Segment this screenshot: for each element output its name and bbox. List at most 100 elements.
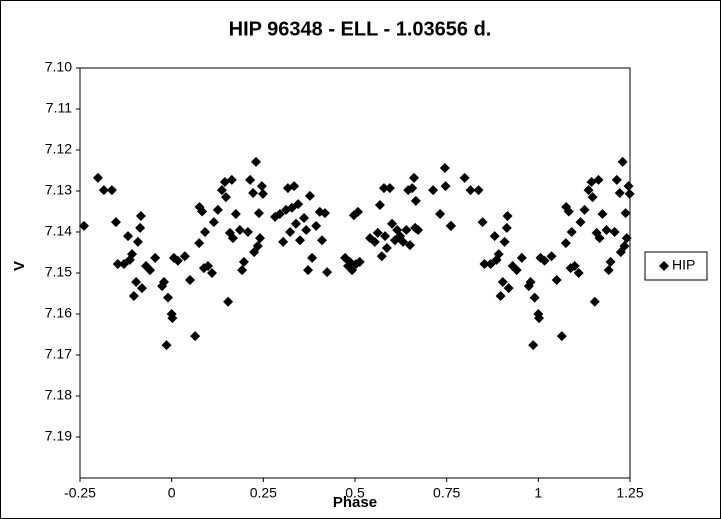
data-point [252,240,263,251]
data-point [511,265,522,276]
data-point [477,217,488,228]
data-point [556,331,567,342]
x-tick-label: 0.5 [345,485,365,501]
data-point [387,218,398,229]
data-point [376,251,387,262]
data-point [525,277,536,288]
data-point [617,156,628,167]
data-point [289,181,300,192]
y-tick-label: 7.14 [45,223,72,239]
data-point [216,185,227,196]
chart-title: HIP 96348 - ELL - 1.03656 d. [229,18,492,40]
data-point [112,258,123,269]
data-point [614,188,625,199]
x-tick-label: 0.25 [250,485,277,501]
data-point [583,185,594,196]
data-point [624,188,635,199]
data-point [380,231,391,242]
data-point [167,313,178,324]
data-point [220,192,231,203]
data-point [503,283,514,294]
data-point [473,185,484,196]
data-point [311,220,322,231]
y-tick-label: 7.19 [45,428,72,444]
data-point [407,183,418,194]
data-point [539,255,550,266]
data-point [502,211,513,222]
data-point [569,261,580,272]
data-point [237,265,248,276]
data-point [197,206,208,217]
data-point [79,220,90,231]
y-tick-label: 7.17 [45,346,72,362]
y-tick-label: 7.16 [45,305,72,321]
data-point [110,217,121,228]
data-point [435,208,446,219]
data-point [106,185,117,196]
data-point [479,258,490,269]
y-tick-label: 7.11 [46,100,72,116]
x-tick-label: 0 [168,485,176,501]
x-tick-label: 0.75 [433,485,460,501]
legend-marker [659,261,669,271]
data-point [299,213,310,224]
data-point [293,199,304,210]
legend-label: HIP [672,257,695,273]
data-point [322,267,333,278]
data-point [190,331,201,342]
y-axis-title: V [11,261,28,271]
data-point [573,268,584,278]
data-point [179,251,190,262]
data-point [319,208,330,219]
data-point [301,224,312,235]
data-point [245,174,256,185]
data-point [499,236,510,247]
data-point [135,211,146,222]
data-point [401,224,412,235]
y-tick-label: 7.15 [45,264,72,280]
data-point [551,274,562,285]
data-point [372,227,383,238]
data-point [295,235,305,246]
data-point [290,218,301,229]
x-tick-label: -0.25 [64,485,96,501]
x-tick-label: 1 [534,485,542,501]
data-point [172,255,183,266]
data-point [405,240,415,251]
data-point [413,224,424,235]
legend-box [644,251,708,281]
data-point [135,222,146,233]
data-point [158,277,169,288]
data-point [307,252,318,263]
data-point [409,172,420,183]
data-point [497,277,508,288]
data-point [563,206,574,217]
data-point [163,292,173,303]
data-point [566,227,577,237]
data-point [194,238,205,249]
data-point [528,340,539,351]
data-point [374,199,385,210]
data-point [378,183,389,194]
plot-area [79,67,631,479]
data-point [621,233,632,244]
data-point [428,185,439,196]
data-point [398,236,409,247]
data-point [253,208,264,219]
data-point [226,174,237,185]
data-point [589,296,600,307]
data-point [251,156,261,167]
data-point [255,233,266,244]
data-point [256,181,267,192]
data-point [354,256,365,267]
data-point [611,174,622,185]
y-tick-label: 7.12 [45,141,72,157]
data-point [278,236,289,247]
y-tick-label: 7.13 [45,182,72,198]
data-point [185,274,195,285]
data-point [597,208,608,219]
data-point [575,217,586,228]
data-point [230,208,241,219]
data-point [384,183,395,194]
